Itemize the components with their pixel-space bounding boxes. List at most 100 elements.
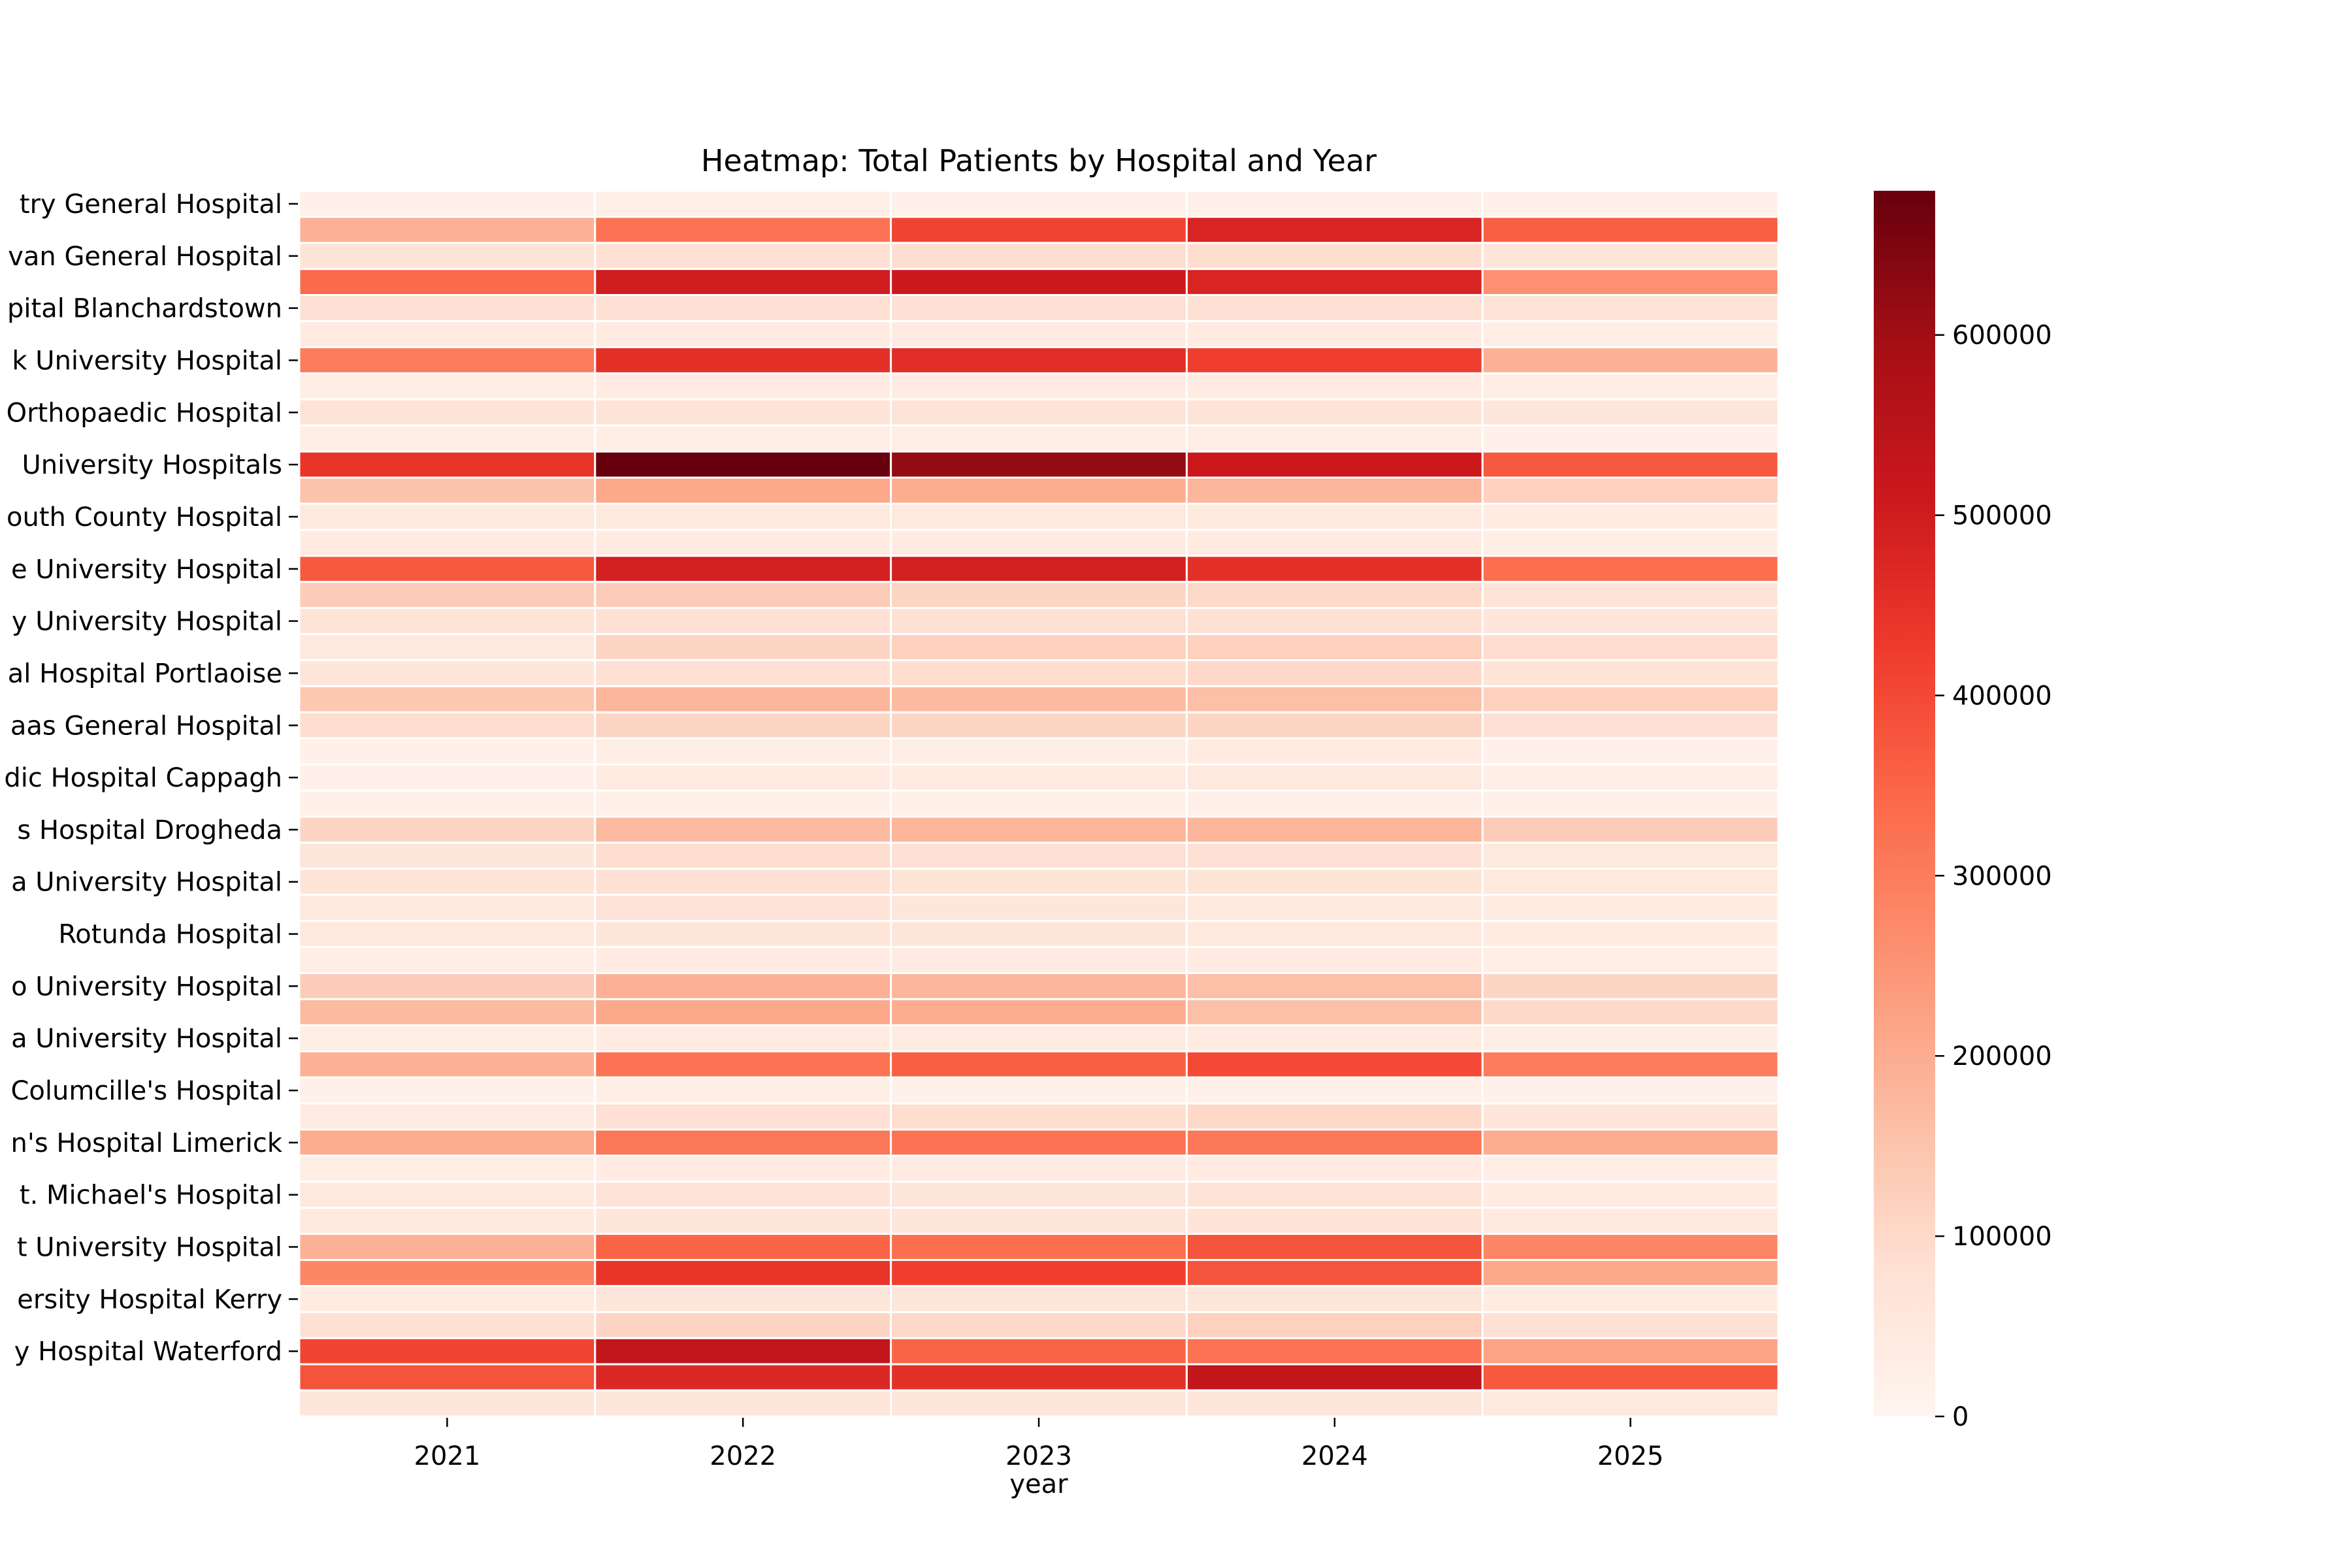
heatmap-cell [1481,1207,1780,1235]
heatmap-cell [1481,424,1780,453]
heatmap-cell [890,659,1188,687]
heatmap-cell [594,1024,892,1053]
heatmap-cell [1481,1259,1780,1287]
heatmap-cell [1481,1363,1780,1392]
y-tick-label: al Hospital Portlaoise [8,659,282,689]
heatmap-cell [890,815,1188,844]
heatmap-cell [594,920,892,949]
heatmap-cell [1185,320,1484,348]
heatmap-cell [1185,268,1484,297]
heatmap-cell [298,502,596,531]
x-axis-label: year [1009,1469,1068,1499]
heatmap-cell [890,1311,1188,1339]
heatmap-cell [298,1076,596,1105]
heatmap-cell [594,529,892,557]
y-tick-label: y University Hospital [12,607,282,637]
heatmap-cell [1185,1050,1484,1079]
heatmap-cell [890,607,1188,636]
heatmap-cell [1481,555,1780,583]
y-tick-label: t University Hospital [17,1233,282,1263]
y-tick-label: University Hospitals [22,450,282,480]
y-axis-ticks: try General Hospital van General Hospital… [4,189,298,1367]
heatmap-cell [298,711,596,740]
heatmap-cell [1481,763,1780,792]
heatmap-cell [1185,633,1484,661]
heatmap-cell [1481,972,1780,1000]
heatmap-cell [298,946,596,974]
heatmap-cell [1185,1102,1484,1131]
heatmap-cell [890,1337,1188,1365]
heatmap-cell [1185,815,1484,844]
heatmap-cells [298,189,1780,1418]
heatmap-cell [594,841,892,870]
heatmap-cell [594,1233,892,1262]
heatmap-cell [890,1233,1188,1262]
heatmap-cell [298,1102,596,1131]
heatmap-cell [890,972,1188,1000]
heatmap-cell [298,1154,596,1183]
heatmap-cell [298,1024,596,1053]
colorbar-tick-label: 600000 [1952,321,2052,351]
heatmap-cell [1481,607,1780,636]
heatmap-cell [298,424,596,453]
heatmap-cell [1481,1024,1780,1053]
heatmap-cell [298,1050,596,1079]
heatmap-cell [298,815,596,844]
heatmap-cell [890,1128,1188,1157]
heatmap-cell [1481,1102,1780,1131]
heatmap-cell [1185,1233,1484,1262]
heatmap-cell [594,711,892,740]
heatmap-cell [298,659,596,687]
heatmap-cell [890,1284,1188,1313]
heatmap-cell [890,502,1188,531]
heatmap-cell [1481,1181,1780,1209]
heatmap-cell [298,894,596,923]
heatmap-cell [890,372,1188,400]
heatmap-cell [1185,450,1484,479]
heatmap-cell [1185,685,1484,713]
heatmap-cell [298,1207,596,1235]
x-axis-ticks: 2021 2022 2023 2024 2025 [414,1418,1663,1471]
heatmap-cell [594,1207,892,1235]
heatmap-cell [890,1259,1188,1287]
heatmap-cell [890,1076,1188,1105]
heatmap-cell [890,294,1188,323]
heatmap-cell [594,998,892,1026]
heatmap-cell [1481,711,1780,740]
heatmap-cell [594,868,892,896]
heatmap-cell [1185,1259,1484,1287]
heatmap-cell [298,1311,596,1339]
heatmap-cell [298,633,596,661]
heatmap-cell [594,320,892,348]
heatmap-cell [1185,737,1484,766]
heatmap-cell [890,711,1188,740]
heatmap-cell [1185,189,1484,218]
heatmap-cell [890,398,1188,427]
heatmap-cell [1481,320,1780,348]
y-tick-label: pital Blanchardstown [7,294,282,324]
heatmap-cell [1185,1076,1484,1105]
heatmap-cell [298,294,596,323]
heatmap-cell [1185,920,1484,949]
heatmap-cell [298,242,596,270]
heatmap-cell [1185,372,1484,400]
y-tick-label: Columcille's Hospital [10,1076,282,1106]
y-tick-label: s Hospital Drogheda [17,815,282,845]
heatmap-cell [1481,1337,1780,1365]
heatmap-cell [594,737,892,766]
y-tick-label: o University Hospital [11,972,282,1002]
heatmap-cell [1185,476,1484,505]
heatmap-cell [1481,946,1780,974]
heatmap-cell [1185,1024,1484,1053]
heatmap-cell [1481,920,1780,949]
heatmap-cell [890,1389,1188,1418]
heatmap-cell [1481,894,1780,923]
heatmap-cell [298,1337,596,1365]
heatmap-cell [594,1363,892,1392]
heatmap-cell [594,685,892,713]
heatmap-cell [298,1128,596,1157]
heatmap-cell [1481,815,1780,844]
heatmap-cell [1481,1233,1780,1262]
heatmap-cell [594,607,892,636]
colorbar-tick-label: 200000 [1952,1041,2052,1071]
